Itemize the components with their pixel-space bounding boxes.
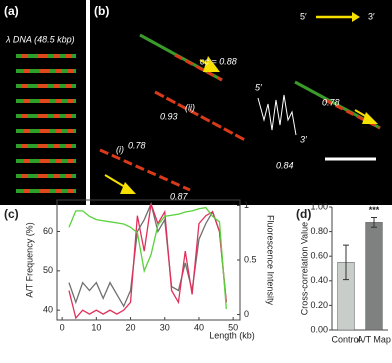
strip-red <box>24 159 30 163</box>
strip-red <box>66 114 72 118</box>
strip-red <box>56 69 62 73</box>
annotation: 0.78 <box>128 140 146 150</box>
strip-red <box>66 144 72 148</box>
annotation: 0.93 <box>160 111 178 121</box>
end-label: 3′ <box>368 11 375 21</box>
annotation: 0.87 <box>170 191 189 201</box>
arrow-head <box>352 12 360 22</box>
strip-red <box>66 54 72 58</box>
strip-red <box>54 54 60 58</box>
annotation: 0.84 <box>276 160 294 170</box>
x-tick-label: 50 <box>228 322 238 332</box>
y-tick-label: 0.20 <box>310 300 328 310</box>
strip-red <box>68 69 74 73</box>
annotation: cc = 0.88 <box>200 56 237 66</box>
strip-red <box>38 174 48 178</box>
strip-red <box>68 189 74 193</box>
x-tick-label: 20 <box>126 322 136 332</box>
series-line <box>68 206 227 310</box>
y-tick-label: 0.60 <box>310 251 328 261</box>
strip-red <box>38 114 48 118</box>
annotation: 0.78 <box>322 97 340 107</box>
x-tick-label: 40 <box>194 322 204 332</box>
x-tick-label: 10 <box>91 322 101 332</box>
annotation: 5′ <box>255 82 262 92</box>
x-axis-label: Length (kb) <box>209 330 255 340</box>
annotation: 3′ <box>300 134 307 144</box>
strip-red <box>40 159 50 163</box>
y2-axis-label: Fluorescence Intensity <box>266 215 276 306</box>
error-bar <box>343 244 349 281</box>
strip-red <box>54 144 60 148</box>
y2-tick-label: 1 <box>244 200 249 210</box>
y-axis-label: A/T Frequency (%) <box>24 222 34 297</box>
strip-red <box>68 159 74 163</box>
y-tick-label: 40 <box>43 305 53 315</box>
strip-red <box>54 174 60 178</box>
panel-label: (a) <box>4 4 19 18</box>
strip-red <box>56 159 62 163</box>
strip-red <box>24 129 30 133</box>
strip-red <box>54 114 60 118</box>
strip-red <box>40 69 50 73</box>
panel-label: (c) <box>4 207 19 221</box>
strip-red <box>56 189 62 193</box>
strip-red <box>22 54 28 58</box>
x-tick-label: 30 <box>160 322 170 332</box>
strip-red <box>56 129 62 133</box>
y-axis-label: Cross-correlation Value <box>299 222 309 315</box>
x-tick-label: A/T Map <box>357 334 391 344</box>
y-tick-label: 0.40 <box>310 275 328 285</box>
strip-red <box>66 174 72 178</box>
bar <box>365 222 383 331</box>
dna-strips <box>16 54 76 193</box>
y-tick-label: 0.00 <box>310 324 328 334</box>
strip-red <box>24 189 30 193</box>
strip-red <box>24 69 30 73</box>
panel-label: (b) <box>94 4 109 18</box>
strip-red <box>22 174 28 178</box>
y-tick-label: 0.80 <box>310 226 328 236</box>
panel-b-image <box>90 0 392 205</box>
strip-red <box>40 99 50 103</box>
x-tick-label: 0 <box>60 322 65 332</box>
strip-red <box>68 129 74 133</box>
annotations: cc = 0.88 0.93 (ii) (i) 0.78 0.87 0.78 5′ 3′ 0.84 <box>116 56 340 201</box>
strip-red <box>22 144 28 148</box>
strip-red <box>56 99 62 103</box>
strip-red <box>38 54 48 58</box>
error-bar <box>371 216 377 228</box>
strip-red <box>40 129 50 133</box>
y-tick-label: 1.00 <box>310 201 328 211</box>
molecules <box>99 33 381 194</box>
strip-red <box>40 189 50 193</box>
panel-label: (d) <box>296 207 311 221</box>
series-line <box>68 203 227 320</box>
series-line <box>68 201 227 308</box>
caption: λ DNA (48.5 kbp) <box>5 34 75 44</box>
y-tick-label: 60 <box>43 226 53 236</box>
strip-red <box>22 84 28 88</box>
annotation: (i) <box>116 144 124 154</box>
strip-red <box>66 84 72 88</box>
x-tick-label: Control <box>331 334 360 344</box>
annotation: (ii) <box>185 102 195 112</box>
significance: *** <box>369 205 380 215</box>
strip-red <box>38 144 48 148</box>
y2-tick-label: 0 <box>244 309 249 319</box>
strip-red <box>54 84 60 88</box>
y-tick-label: 50 <box>43 265 53 275</box>
end-label: 5′ <box>300 11 307 21</box>
y2-tick-label: 0.5 <box>244 254 257 264</box>
strip-red <box>38 84 48 88</box>
strip-red <box>22 114 28 118</box>
strip-red <box>68 99 74 103</box>
strip-red <box>24 99 30 103</box>
